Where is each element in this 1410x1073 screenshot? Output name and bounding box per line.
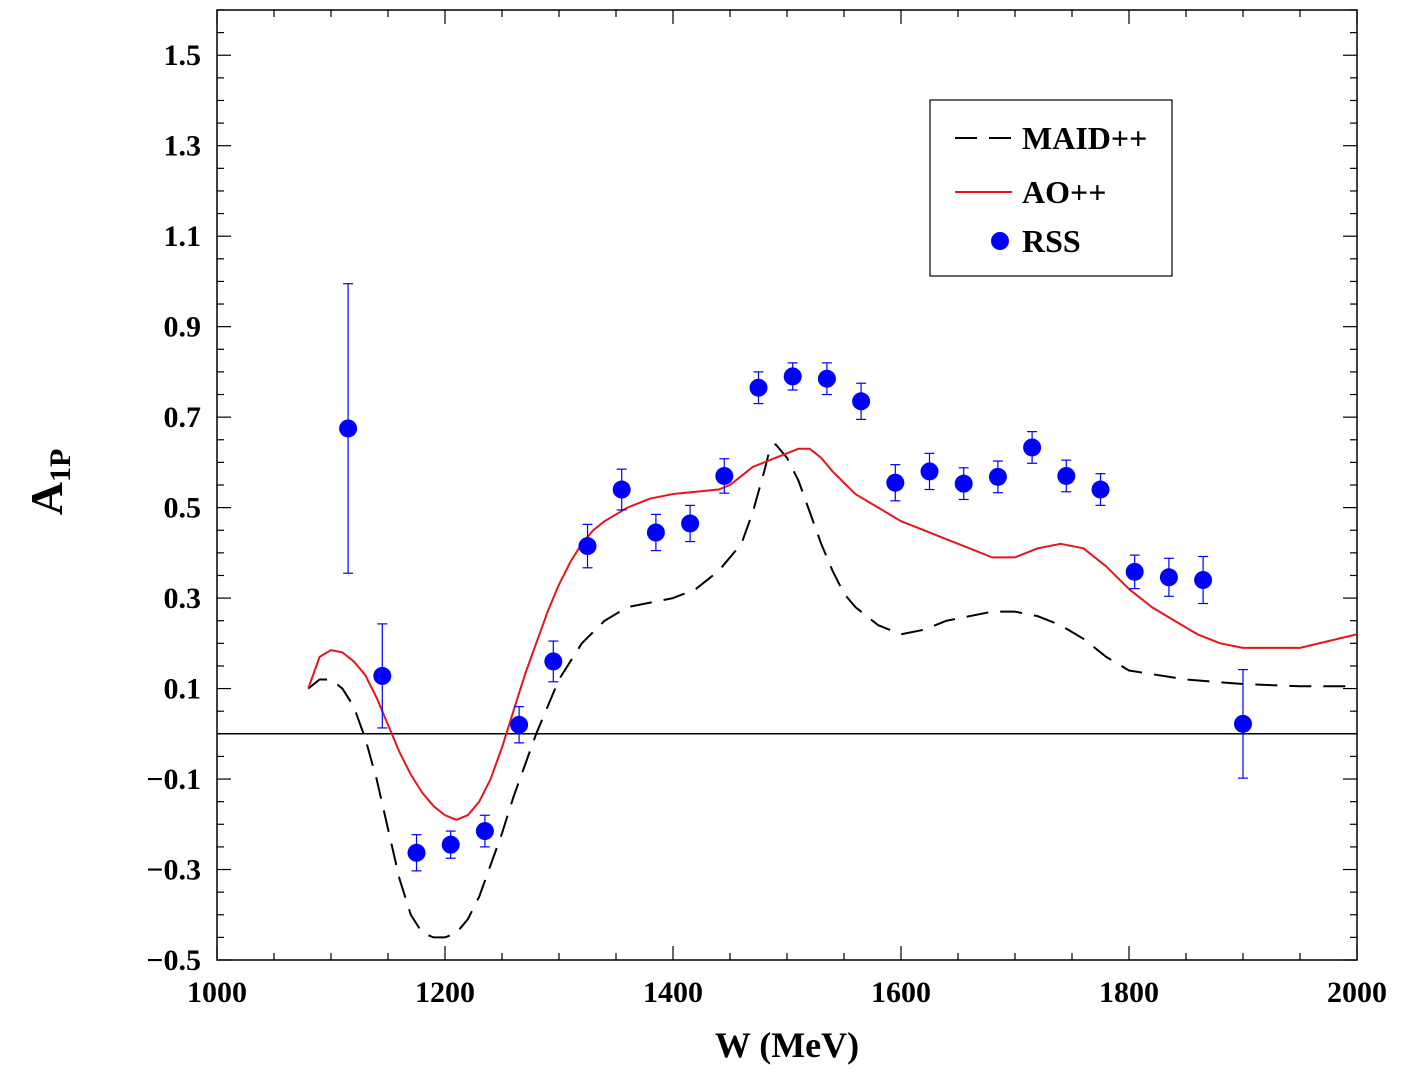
legend-label-ao: AO++	[1022, 174, 1106, 210]
y-tick-label: 1.3	[164, 130, 202, 163]
rss-point	[1057, 466, 1076, 485]
y-tick-label: 0.3	[164, 582, 202, 615]
rss-point	[578, 537, 597, 556]
y-tick-labels: −0.5 −0.3 −0.1 0.1 0.3 0.5 0.7 0.9 1.1 1.3 1.5	[146, 39, 201, 977]
rss-point	[510, 715, 529, 734]
rss-point	[339, 419, 358, 438]
x-axis-title: W (MeV)	[715, 1025, 859, 1065]
y-tick-label: 0.9	[164, 311, 202, 344]
rss-point	[886, 473, 905, 492]
rss-point	[1234, 714, 1252, 733]
y-tick-label: −0.1	[146, 763, 201, 796]
y-tick-label: 0.7	[164, 401, 202, 434]
x-tick-label: 1200	[415, 976, 475, 1009]
legend-box	[929, 99, 1173, 277]
rss-point	[475, 822, 494, 841]
rss-point	[852, 392, 871, 411]
rss-point	[749, 378, 768, 397]
y-axis-title-main: A	[21, 482, 72, 515]
y-axis-title: A1P	[21, 449, 77, 516]
rss-point	[646, 523, 665, 542]
x-tick-label: 1400	[643, 976, 703, 1009]
rss-point	[1194, 571, 1213, 589]
rss-point	[817, 369, 836, 388]
rss-point	[1159, 568, 1178, 587]
rss-point	[715, 466, 734, 485]
rss-point	[1091, 480, 1110, 499]
rss-point	[681, 514, 700, 533]
legend-swatch-rss	[991, 232, 1009, 250]
maid-curve	[307, 443, 1357, 939]
y-tick-label: 0.1	[164, 673, 202, 706]
y-tick-label: 1.5	[164, 39, 202, 72]
y-tick-label: −0.5	[146, 944, 201, 977]
x-tick-label: 1600	[871, 976, 931, 1009]
rss-point	[407, 843, 426, 862]
rss-point	[441, 835, 460, 854]
rss-point	[612, 480, 631, 499]
x-tick-label: 1800	[1099, 976, 1159, 1009]
y-tick-label: −0.3	[146, 854, 201, 887]
rss-point	[1125, 562, 1144, 581]
x-tick-label: 2000	[1327, 976, 1387, 1009]
rss-point	[1023, 438, 1042, 457]
rss-point	[988, 467, 1007, 486]
rss-points	[339, 283, 1252, 872]
y-tick-label: 0.5	[164, 492, 202, 525]
rss-point	[373, 666, 392, 685]
ao-curve	[307, 447, 1358, 821]
x-tick-labels: 1000 1200 1400 1600 1800 2000	[187, 976, 1387, 1009]
rss-point	[544, 652, 563, 671]
x-tick-label: 1000	[187, 976, 247, 1009]
series-lines	[307, 443, 1358, 939]
plot-frame	[216, 9, 1358, 961]
legend: MAID++ AO++ RSS	[929, 99, 1173, 277]
rss-point	[783, 367, 802, 386]
rss-point	[954, 474, 973, 493]
y-tick-label: 1.1	[164, 220, 202, 253]
legend-label-maid: MAID++	[1022, 120, 1147, 156]
y-axis-title-subscript: 1P	[44, 449, 77, 482]
legend-label-rss: RSS	[1022, 223, 1081, 259]
axis-ticks	[216, 9, 1358, 961]
rss-point	[920, 462, 939, 481]
